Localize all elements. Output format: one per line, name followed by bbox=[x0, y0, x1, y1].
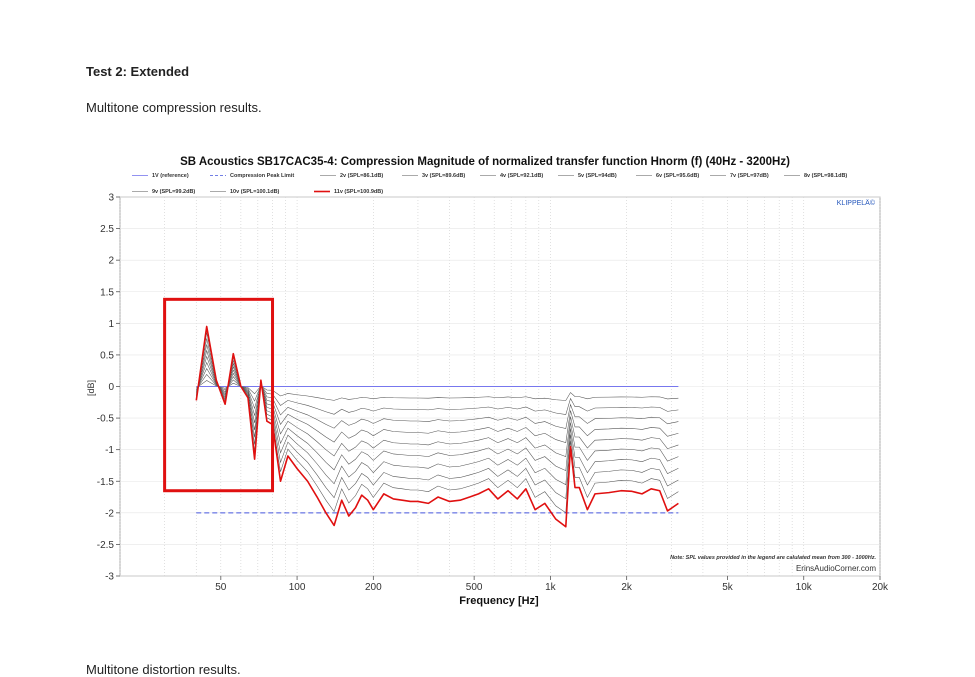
y-tick-label: 1.5 bbox=[100, 287, 114, 298]
legend-note: Note: SPL values provided in the legend … bbox=[670, 555, 876, 561]
y-tick-label: 0 bbox=[108, 382, 114, 393]
y-tick-label: 1 bbox=[108, 319, 114, 330]
y-tick-label: 2 bbox=[108, 256, 114, 267]
x-axis-label: Frequency [Hz] bbox=[459, 595, 539, 607]
y-tick-label: -1.5 bbox=[97, 477, 115, 488]
x-tick-label: 100 bbox=[289, 582, 306, 593]
series-line-intermediate bbox=[196, 361, 679, 443]
legend-entry: 4v (SPL=92.1dB) bbox=[500, 173, 543, 179]
legend-entry: 2v (SPL=86.1dB) bbox=[340, 173, 383, 179]
series-line-final bbox=[195, 325, 679, 528]
y-tick-label: -2 bbox=[105, 508, 114, 519]
axis-ticks: 3 2.5 2 1.5 1 0.5 0 -0.5 -1 -1.5 -2 -2.5 -3 50 100 200 5… bbox=[97, 193, 889, 594]
y-tick-label: -1 bbox=[105, 445, 114, 456]
y-axis-label: [dB] bbox=[86, 380, 96, 396]
legend-entry: 10v (SPL=100.1dB) bbox=[230, 189, 280, 195]
y-tick-label: 3 bbox=[108, 193, 114, 204]
x-tick-label: 5k bbox=[722, 582, 734, 593]
x-tick-label: 50 bbox=[215, 582, 227, 593]
y-tick-label: -3 bbox=[105, 572, 114, 583]
series-line-intermediate bbox=[196, 344, 679, 486]
section-paragraph: Multitone compression results. bbox=[86, 100, 262, 115]
x-tick-label: 1k bbox=[545, 582, 557, 593]
highlight-box bbox=[163, 297, 275, 493]
legend-entry: 7v (SPL=97dB) bbox=[730, 173, 769, 179]
chart-legend: 1V (reference) Compression Peak Limit 2v (… bbox=[132, 173, 847, 195]
y-tick-label: 2.5 bbox=[100, 224, 114, 235]
legend-entry: 6v (SPL=95.6dB) bbox=[656, 173, 699, 179]
series-line-intermediate bbox=[196, 380, 679, 401]
legend-entry: 11v (SPL=100.9dB) bbox=[334, 189, 383, 195]
chart-title: SB Acoustics SB17CAC35-4: Compression Ma… bbox=[180, 156, 790, 168]
legend-entry: 8v (SPL=98.1dB) bbox=[804, 173, 847, 179]
x-tick-label: 10k bbox=[796, 582, 813, 593]
series-line-intermediate bbox=[196, 367, 679, 429]
klippel-brand: KLIPPELÄ© bbox=[837, 199, 876, 207]
x-tick-label: 500 bbox=[466, 582, 483, 593]
legend-entry: 9v (SPL=99.2dB) bbox=[152, 189, 195, 195]
legend-entry: 1V (reference) bbox=[152, 173, 189, 179]
series-line-intermediate bbox=[196, 332, 679, 514]
data-series bbox=[195, 325, 679, 528]
x-tick-label: 20k bbox=[872, 582, 889, 593]
section-heading: Test 2: Extended bbox=[86, 64, 190, 79]
legend-entry: 5v (SPL=94dB) bbox=[578, 173, 617, 179]
series-line-intermediate bbox=[196, 355, 679, 458]
x-tick-label: 2k bbox=[621, 582, 633, 593]
x-tick-label: 200 bbox=[365, 582, 382, 593]
y-tick-label: -0.5 bbox=[97, 414, 115, 425]
series-line-intermediate bbox=[196, 338, 679, 500]
legend-entry: Compression Peak Limit bbox=[230, 173, 294, 179]
y-tick-label: 0.5 bbox=[100, 350, 114, 361]
legend-entry: 3v (SPL=89.6dB) bbox=[422, 173, 465, 179]
series-line-intermediate bbox=[196, 349, 679, 472]
series-line-intermediate bbox=[196, 374, 679, 415]
y-tick-label: -2.5 bbox=[97, 540, 115, 551]
site-credit: ErinsAudioCorner.com bbox=[796, 564, 876, 573]
